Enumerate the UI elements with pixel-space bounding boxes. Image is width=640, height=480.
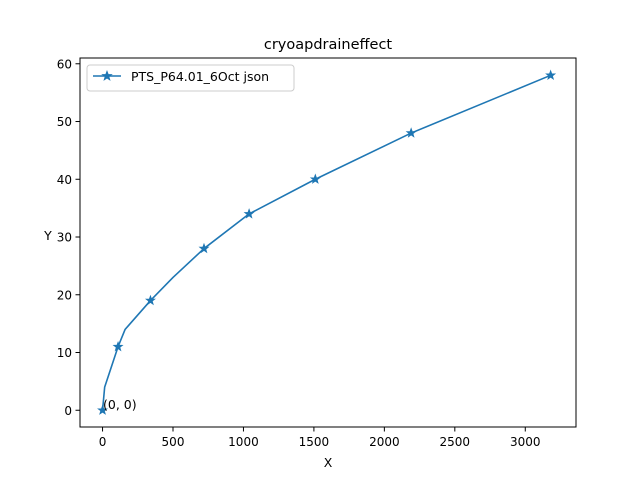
data-point-star	[405, 127, 417, 138]
legend-star-marker	[101, 69, 113, 81]
x-tick-label: 2500	[440, 435, 471, 449]
chart-title: cryoapdraineffect	[264, 37, 393, 53]
data-point-star	[198, 242, 210, 254]
annotation-layer: (0, 0)	[103, 397, 137, 412]
y-axis-label: Y	[43, 228, 52, 243]
data-point-star	[97, 404, 109, 415]
y-axis-ticks: 0 10 20 30 40 50 60	[57, 57, 80, 418]
x-tick-label: 1000	[228, 435, 259, 449]
series-layer	[97, 69, 557, 415]
x-tick-label: 2000	[369, 435, 400, 449]
data-point-star	[144, 294, 156, 306]
y-tick-label: 0	[64, 404, 72, 418]
y-tick-label: 50	[57, 115, 72, 129]
y-tick-label: 60	[57, 57, 72, 71]
plot-frame	[79, 57, 577, 428]
point-annotation: (0, 0)	[103, 397, 137, 412]
x-tick-label: 3000	[510, 435, 541, 449]
x-axis-label: X	[324, 455, 333, 470]
x-tick-label: 0	[99, 435, 107, 449]
legend-box	[86, 64, 295, 92]
data-point-star	[243, 208, 255, 219]
y-tick-label: 20	[57, 288, 72, 302]
x-tick-label: 1500	[299, 435, 330, 449]
data-point-star	[545, 69, 557, 80]
y-tick-label: 40	[57, 173, 72, 187]
legend-label: PTS_P64.01_6Oct json	[131, 69, 269, 84]
data-point-star	[112, 340, 124, 352]
legend: PTS_P64.01_6Oct json	[86, 64, 295, 92]
series-line	[101, 74, 551, 411]
y-tick-label: 10	[57, 346, 72, 360]
data-point-star	[309, 173, 321, 184]
x-tick-label: 500	[162, 435, 185, 449]
x-axis-ticks: 0 500 1000 1500 2000 2500 3000	[99, 427, 541, 449]
y-tick-label: 30	[57, 231, 72, 245]
